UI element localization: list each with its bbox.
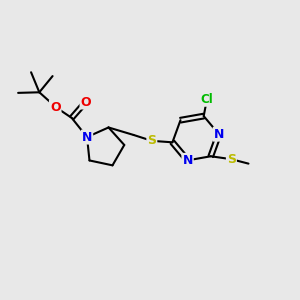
Text: S: S [227, 153, 236, 166]
Text: N: N [82, 130, 92, 143]
Text: N: N [182, 154, 193, 167]
Text: O: O [80, 95, 91, 109]
Text: Cl: Cl [200, 93, 213, 106]
Text: S: S [147, 134, 156, 147]
Text: O: O [50, 100, 61, 113]
Text: N: N [214, 128, 224, 141]
